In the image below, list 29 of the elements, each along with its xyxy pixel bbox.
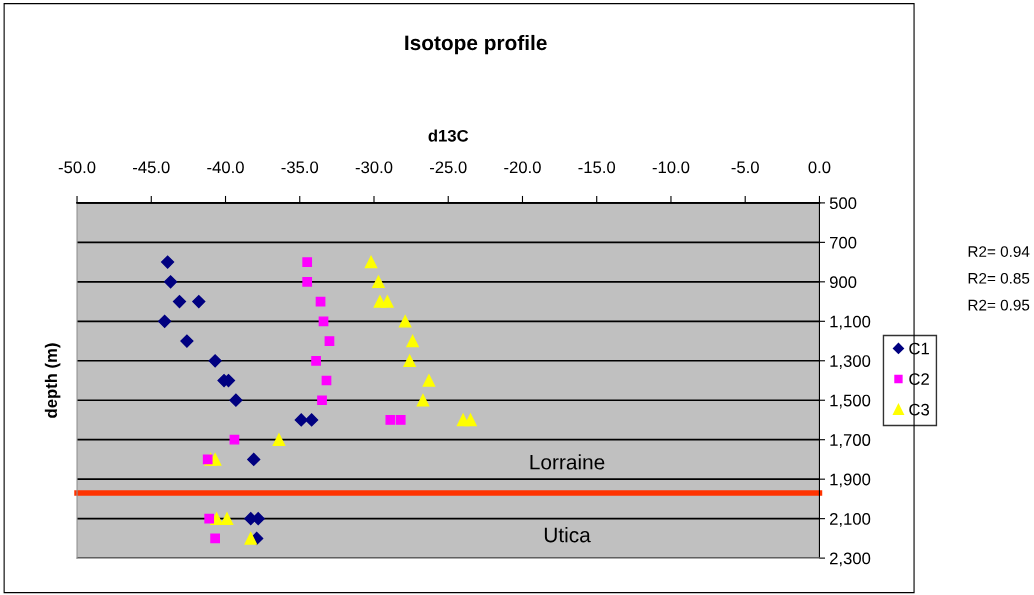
x-tick-label: 0.0 — [808, 161, 831, 174]
x-tick-label: -45.0 — [133, 161, 170, 174]
x-tick-label: -30.0 — [355, 161, 393, 174]
annotation: Utica — [544, 527, 591, 543]
y-tick-label: 1,700 — [830, 434, 871, 448]
annotation: Lorraine — [530, 454, 605, 470]
x-tick-label: -20.0 — [504, 161, 541, 174]
y-tick-label: 1,900 — [830, 473, 871, 488]
y-tick-label: 2,100 — [830, 513, 871, 527]
x-tick-label: -15.0 — [578, 161, 616, 174]
x-tick-label: -50.0 — [58, 161, 96, 174]
y-tick-label: 2,300 — [830, 552, 871, 567]
y-tick-label: 1,300 — [830, 355, 871, 369]
text: R2= 0.85 — [968, 272, 1030, 284]
x-tick-label: -40.0 — [207, 161, 244, 174]
y-tick-label: 1,100 — [830, 315, 871, 330]
y-tick-label: 500 — [829, 197, 857, 210]
y-axis-title: depth (m) — [44, 343, 61, 418]
text: R2= 0.94 — [968, 246, 1030, 257]
x-tick-label: -25.0 — [429, 161, 467, 174]
y-tick-label: 700 — [830, 236, 857, 249]
y-tick-label: 1,500 — [830, 394, 871, 409]
y-tick-label: 900 — [829, 276, 857, 289]
chart-title: Isotope profile — [405, 34, 547, 55]
x-tick-label: -10.0 — [652, 161, 690, 174]
text: R2= 0.95 — [968, 299, 1030, 311]
x-axis-title: d13C — [428, 129, 469, 142]
x-tick-label: -35.0 — [281, 161, 319, 174]
x-tick-label: -5.0 — [731, 161, 759, 174]
